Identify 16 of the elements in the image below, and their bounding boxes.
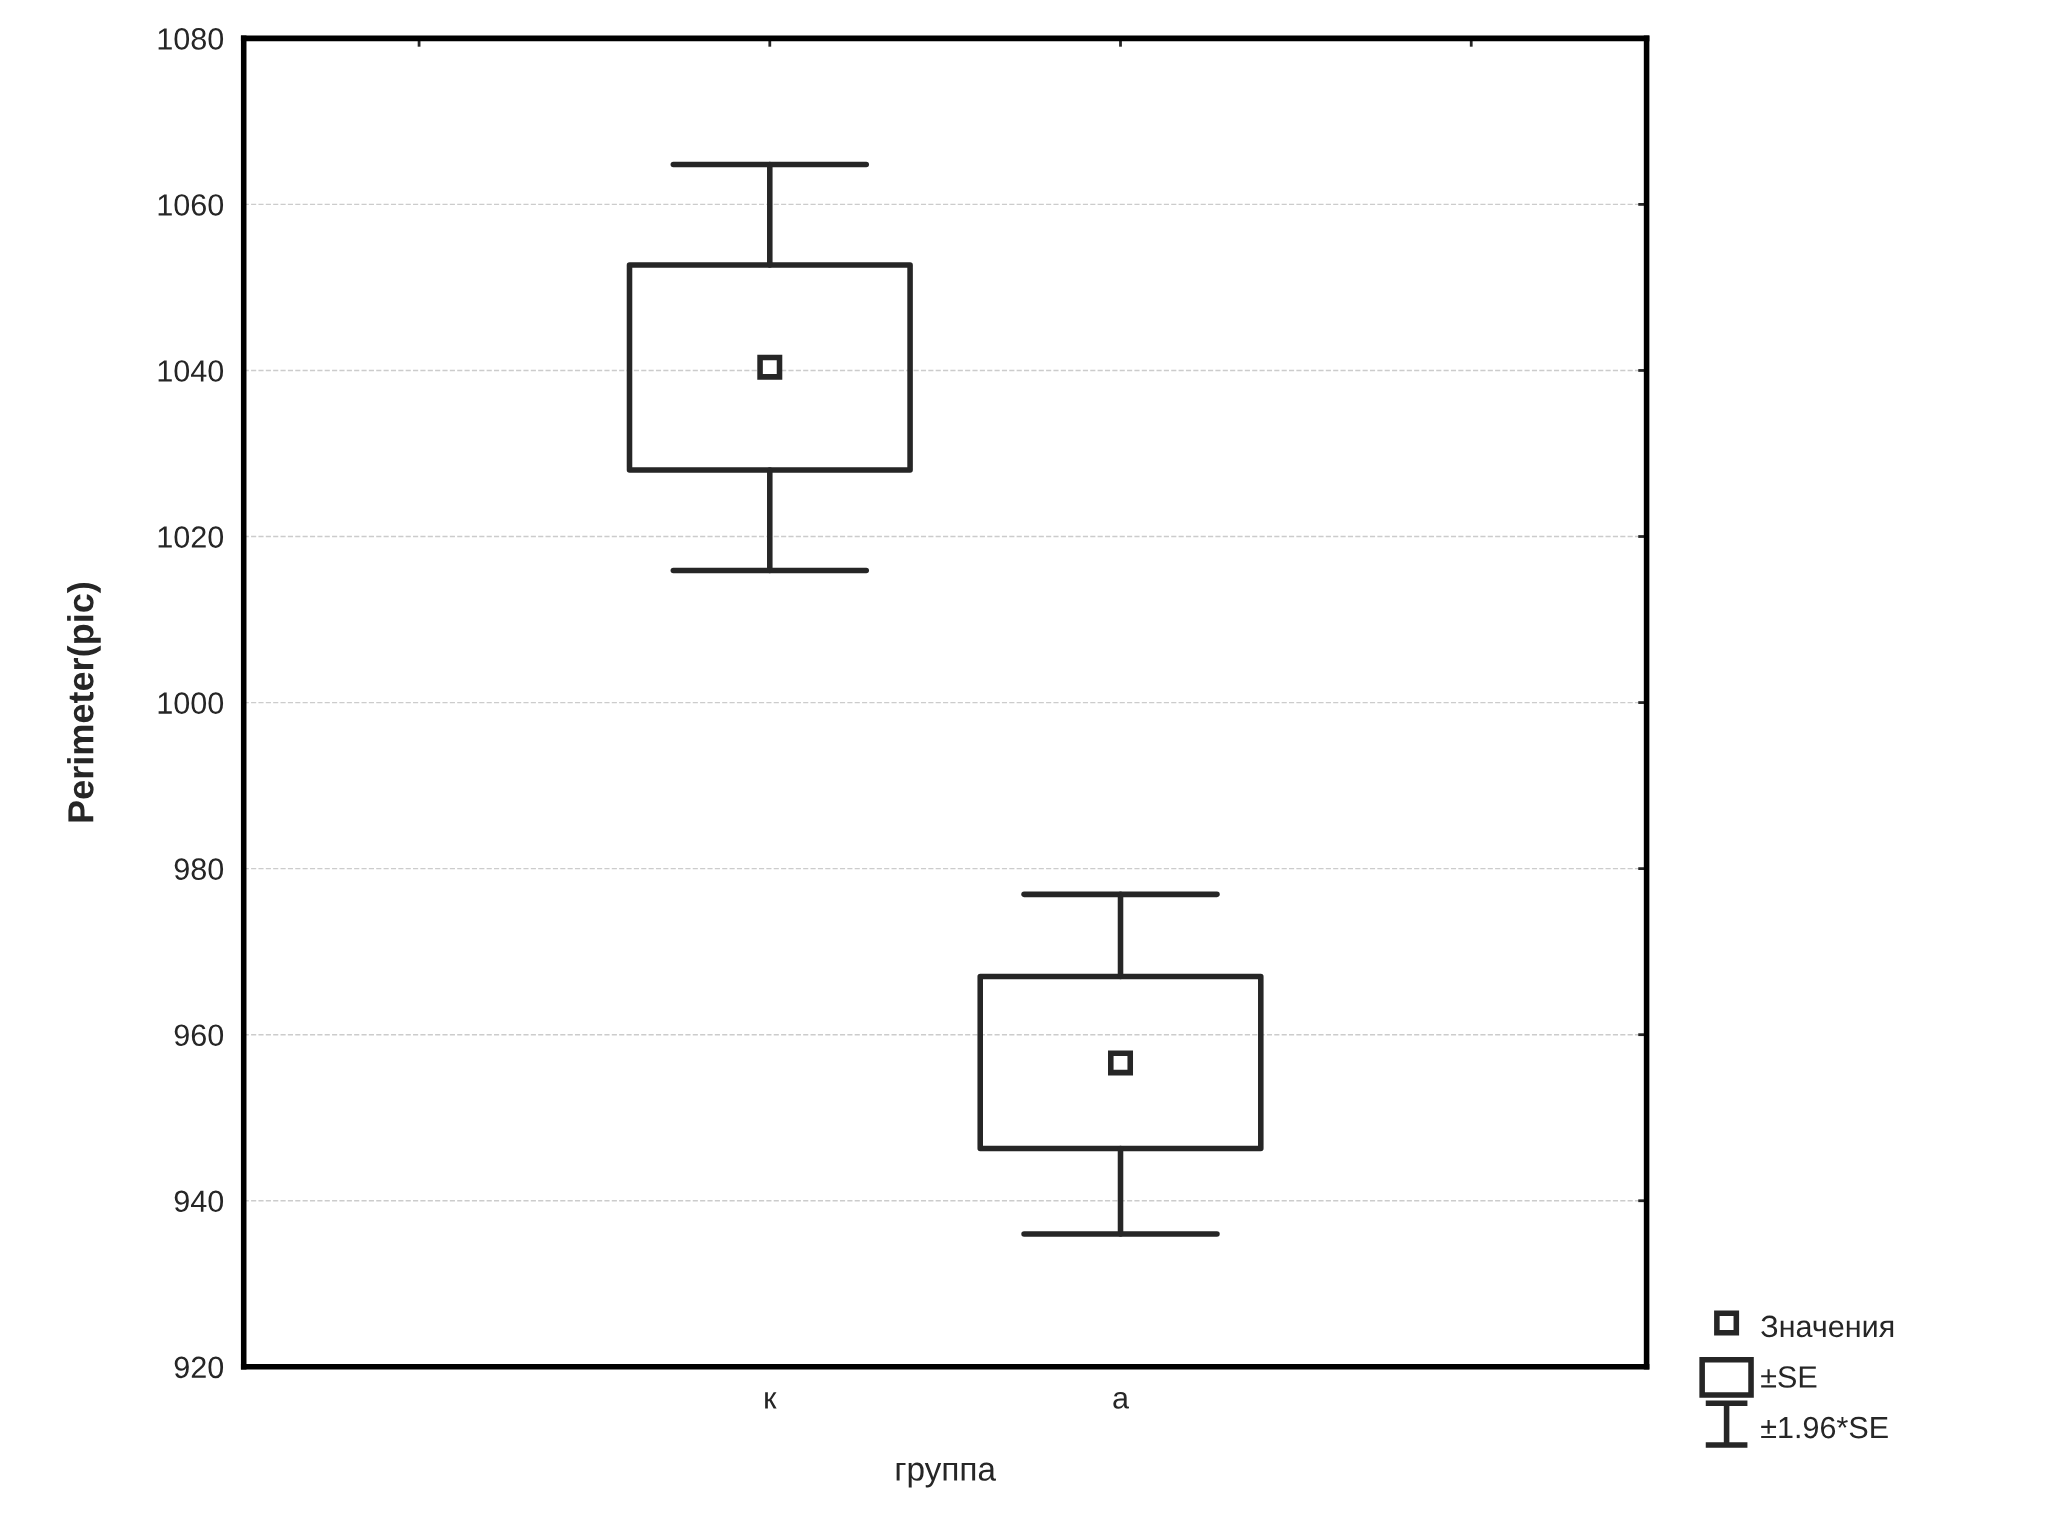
y-axis-title: Perimeter(pic) [67, 582, 101, 822]
text: ±1.96*SE [1761, 1416, 1888, 1439]
y-tick-label: 1000 [158, 692, 224, 714]
y-tick-label: 960 [174, 1024, 224, 1047]
x-axis-title: группа [896, 1462, 996, 1488]
y-tick-label: 920 [174, 1356, 224, 1379]
y-tick-label: 1080 [158, 28, 224, 50]
text: ±SE [1761, 1366, 1817, 1388]
x-tick-label: к [765, 1392, 777, 1409]
x-tick-label: а [1113, 1391, 1130, 1409]
y-tick-label: 1060 [158, 194, 224, 216]
text: Значения [1761, 1315, 1894, 1338]
y-tick-label: 1020 [158, 526, 224, 548]
y-tick-label: 940 [174, 1190, 224, 1213]
y-tick-label: 1040 [158, 360, 224, 382]
y-tick-label: 980 [174, 858, 224, 880]
